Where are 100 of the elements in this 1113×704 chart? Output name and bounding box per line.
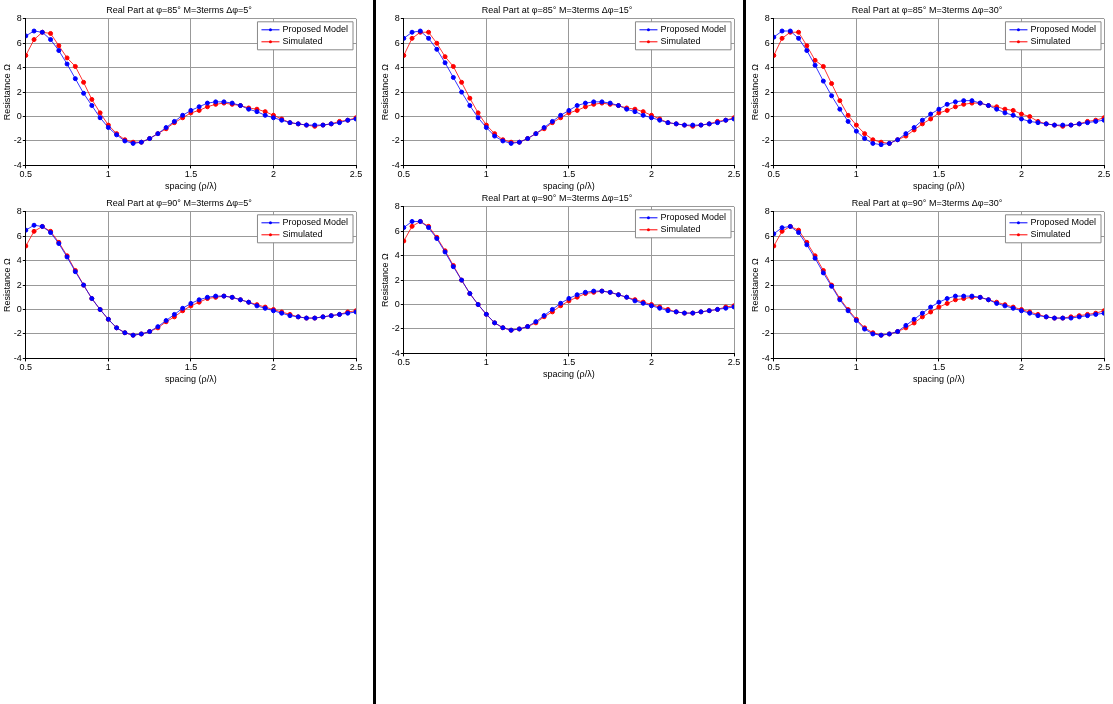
y-tick-label: -2 — [13, 328, 22, 339]
chart-title: Real Part at φ=90° M=3terms Δφ=15° — [481, 192, 633, 203]
y-tick-label: 6 — [764, 37, 770, 48]
x-tick-label: 1 — [853, 169, 859, 180]
y-axis-title: Resistance Ω — [749, 257, 760, 312]
y-tick-label: 4 — [394, 62, 400, 73]
y-tick-label: 0 — [394, 111, 400, 122]
legend-label: Proposed Model — [1030, 217, 1097, 228]
legend-label: Simulated — [660, 224, 701, 235]
y-tick-label: 6 — [16, 37, 22, 48]
x-axis-title: spacing (ρ/λ) — [913, 181, 965, 192]
y-tick-label: 6 — [16, 230, 22, 241]
x-tick-label: 1.5 — [932, 362, 946, 373]
y-tick-label: 8 — [394, 13, 400, 24]
x-tick-label: 1 — [105, 362, 111, 373]
x-tick-label: 2 — [1018, 169, 1024, 180]
y-tick-label: 0 — [16, 111, 22, 122]
x-tick-label: 1 — [105, 169, 111, 180]
y-tick-label: 8 — [394, 201, 400, 212]
y-tick-label: 6 — [394, 37, 400, 48]
x-tick-label: 1 — [483, 357, 489, 368]
y-axis-title: Resistance Ω — [379, 252, 390, 307]
y-tick-label: 2 — [16, 86, 22, 97]
y-tick-label: 2 — [16, 279, 22, 290]
y-tick-label: 0 — [394, 299, 400, 310]
x-tick-label: 1.5 — [184, 362, 198, 373]
y-tick-label: -4 — [391, 347, 400, 358]
chart-title: Real Part at φ=85° M=3terms Δφ=30° — [851, 4, 1003, 15]
x-axis-title: spacing (ρ/λ) — [543, 369, 595, 380]
x-tick-label: 0.5 — [767, 362, 781, 373]
x-tick-label: 0.5 — [19, 169, 33, 180]
y-tick-label: -2 — [761, 135, 770, 146]
x-tick-label: 2.5 — [1097, 169, 1111, 180]
legend-label: Proposed Model — [282, 217, 349, 228]
y-tick-label: -2 — [761, 328, 770, 339]
y-tick-label: 4 — [764, 62, 770, 73]
y-tick-label: -4 — [761, 159, 770, 170]
x-tick-label: 2 — [648, 169, 654, 180]
x-tick-label: 2 — [1018, 362, 1024, 373]
legend-label: Simulated — [282, 36, 323, 47]
x-tick-label: 0.5 — [19, 362, 33, 373]
x-tick-label: 2 — [648, 357, 654, 368]
x-tick-label: 1.5 — [184, 169, 198, 180]
chart-title: Real Part at φ=85° M=3terms Δφ=5° — [106, 4, 253, 15]
y-tick-label: -2 — [391, 135, 400, 146]
x-tick-label: 2.5 — [349, 362, 363, 373]
y-tick-label: 6 — [764, 230, 770, 241]
legend-label: Proposed Model — [660, 212, 727, 223]
legend-label: Proposed Model — [660, 24, 727, 35]
legend-label: Proposed Model — [282, 24, 349, 35]
x-tick-label: 0.5 — [397, 169, 411, 180]
legend-label: Simulated — [1030, 229, 1071, 240]
x-tick-label: 2.5 — [1097, 362, 1111, 373]
x-tick-label: 1 — [483, 169, 489, 180]
y-tick-label: -4 — [13, 352, 22, 363]
chart-title: Real Part at φ=90° M=3terms Δφ=5° — [106, 197, 253, 208]
y-tick-label: 4 — [16, 255, 22, 266]
x-axis-title: spacing (ρ/λ) — [543, 181, 595, 192]
chart-title: Real Part at φ=85° M=3terms Δφ=15° — [481, 4, 633, 15]
y-tick-label: 0 — [764, 304, 770, 315]
y-tick-label: 2 — [764, 279, 770, 290]
x-tick-label: 0.5 — [397, 357, 411, 368]
y-tick-label: 8 — [764, 13, 770, 24]
x-axis-title: spacing (ρ/λ) — [165, 181, 217, 192]
y-axis-title: Resistatnce Ω — [1, 63, 12, 121]
y-tick-label: 0 — [764, 111, 770, 122]
legend-label: Proposed Model — [1030, 24, 1097, 35]
legend-label: Simulated — [1030, 36, 1071, 47]
y-tick-label: 8 — [764, 206, 770, 217]
y-tick-label: 2 — [764, 86, 770, 97]
x-tick-label: 2.5 — [727, 357, 741, 368]
y-axis-title: Resistatnce Ω — [749, 63, 760, 121]
y-tick-label: -4 — [391, 159, 400, 170]
y-tick-label: 0 — [16, 304, 22, 315]
y-tick-label: 8 — [16, 13, 22, 24]
x-tick-label: 1.5 — [932, 169, 946, 180]
x-tick-label: 1.5 — [562, 169, 576, 180]
x-axis-title: spacing (ρ/λ) — [913, 374, 965, 385]
x-tick-label: 1 — [853, 362, 859, 373]
x-tick-label: 2.5 — [349, 169, 363, 180]
y-tick-label: 2 — [394, 274, 400, 285]
x-tick-label: 2.5 — [727, 169, 741, 180]
y-tick-label: 4 — [764, 255, 770, 266]
y-tick-label: -4 — [761, 352, 770, 363]
y-tick-label: 2 — [394, 86, 400, 97]
legend-label: Simulated — [660, 36, 701, 47]
y-tick-label: 4 — [394, 250, 400, 261]
y-axis-title: Resistance Ω — [1, 257, 12, 312]
y-tick-label: -2 — [13, 135, 22, 146]
x-axis-title: spacing (ρ/λ) — [165, 374, 217, 385]
y-tick-label: 4 — [16, 62, 22, 73]
y-axis-title: Resistatnce Ω — [379, 63, 390, 121]
x-tick-label: 0.5 — [767, 169, 781, 180]
y-tick-label: -4 — [13, 159, 22, 170]
y-tick-label: -2 — [391, 323, 400, 334]
x-tick-label: 2 — [270, 169, 276, 180]
y-tick-label: 8 — [16, 206, 22, 217]
legend-label: Simulated — [282, 229, 323, 240]
y-tick-label: 6 — [394, 225, 400, 236]
x-tick-label: 2 — [270, 362, 276, 373]
